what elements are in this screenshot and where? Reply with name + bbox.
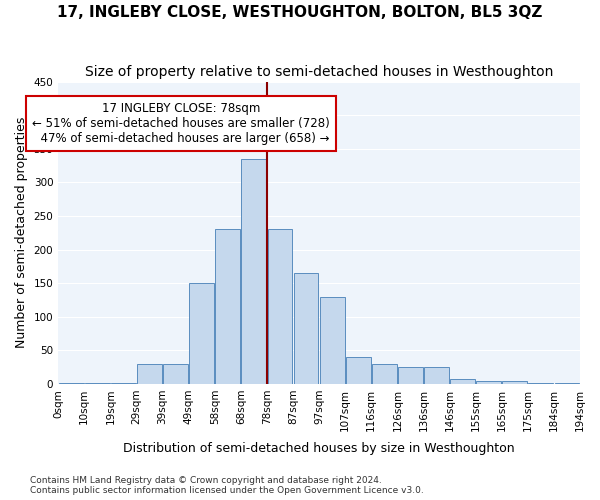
Bar bbox=[293, 273, 319, 384]
Bar bbox=[450, 378, 475, 384]
Bar bbox=[398, 367, 423, 384]
Bar bbox=[476, 380, 501, 384]
Y-axis label: Number of semi-detached properties: Number of semi-detached properties bbox=[15, 117, 28, 348]
Bar bbox=[215, 230, 240, 384]
Bar bbox=[502, 380, 527, 384]
Bar bbox=[163, 364, 188, 384]
Bar bbox=[59, 382, 83, 384]
Text: 17 INGLEBY CLOSE: 78sqm
← 51% of semi-detached houses are smaller (728)
  47% of: 17 INGLEBY CLOSE: 78sqm ← 51% of semi-de… bbox=[32, 102, 329, 144]
Bar bbox=[320, 296, 344, 384]
Bar bbox=[268, 230, 292, 384]
Bar bbox=[372, 364, 397, 384]
Bar bbox=[137, 364, 162, 384]
Bar bbox=[346, 357, 371, 384]
Bar bbox=[554, 382, 580, 384]
Bar bbox=[529, 382, 553, 384]
X-axis label: Distribution of semi-detached houses by size in Westhoughton: Distribution of semi-detached houses by … bbox=[123, 442, 515, 455]
Bar bbox=[189, 283, 214, 384]
Bar bbox=[424, 367, 449, 384]
Text: Contains HM Land Registry data © Crown copyright and database right 2024.
Contai: Contains HM Land Registry data © Crown c… bbox=[30, 476, 424, 495]
Text: 17, INGLEBY CLOSE, WESTHOUGHTON, BOLTON, BL5 3QZ: 17, INGLEBY CLOSE, WESTHOUGHTON, BOLTON,… bbox=[58, 5, 542, 20]
Bar bbox=[241, 159, 266, 384]
Title: Size of property relative to semi-detached houses in Westhoughton: Size of property relative to semi-detach… bbox=[85, 65, 553, 79]
Bar bbox=[111, 382, 136, 384]
Bar bbox=[85, 382, 110, 384]
